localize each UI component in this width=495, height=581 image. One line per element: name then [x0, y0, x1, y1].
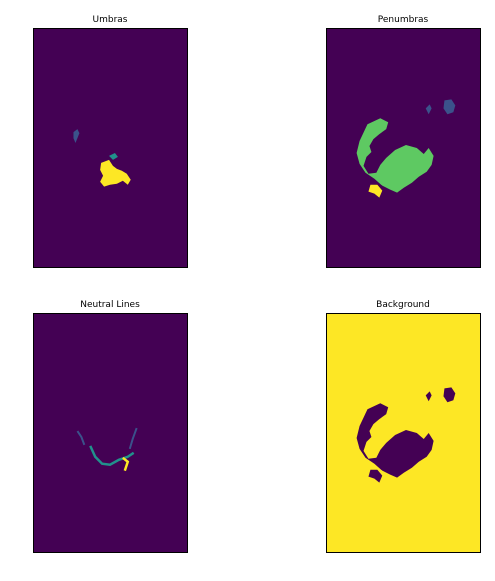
- penumbras-image: [326, 28, 481, 268]
- panel-title-background: Background: [376, 300, 430, 310]
- neutral-lines-image: [33, 313, 188, 553]
- panel-title-umbras: Umbras: [92, 15, 128, 25]
- umbras-image: [33, 28, 188, 268]
- background-image: [326, 313, 481, 553]
- panel-title-neutral-lines: Neutral Lines: [80, 300, 140, 310]
- panel-title-penumbras: Penumbras: [377, 15, 429, 25]
